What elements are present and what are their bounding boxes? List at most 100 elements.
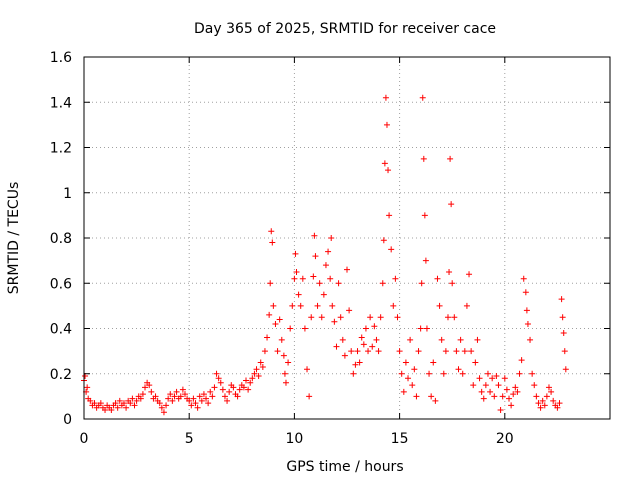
chart-title: Day 365 of 2025, SRMTID for receiver cac… <box>194 21 496 37</box>
data-point <box>127 400 134 407</box>
data-point <box>261 348 268 355</box>
data-point <box>247 379 254 386</box>
data-point <box>329 302 336 309</box>
data-point <box>116 397 123 404</box>
data-point <box>198 397 205 404</box>
data-point <box>380 237 387 244</box>
data-point <box>457 336 464 343</box>
data-point <box>236 386 243 393</box>
data-point <box>360 341 367 348</box>
data-point <box>308 314 315 321</box>
data-point <box>390 302 397 309</box>
x-tick-labels: 0 5 10 15 20 <box>80 431 514 447</box>
data-point <box>392 275 399 282</box>
y-axis-label: SRMTID / TECUs <box>6 182 22 295</box>
data-point <box>430 359 437 366</box>
data-point <box>531 382 538 389</box>
data-point <box>375 348 382 355</box>
y-tick-label: 1.6 <box>50 50 72 66</box>
data-point <box>422 257 429 264</box>
data-point <box>221 393 228 400</box>
data-point <box>139 391 146 398</box>
data-point <box>413 393 420 400</box>
data-point <box>529 370 536 377</box>
data-point <box>114 404 121 411</box>
data-point <box>434 275 441 282</box>
data-point <box>131 402 138 409</box>
data-point <box>409 382 416 389</box>
data-point <box>137 395 144 402</box>
data-point <box>234 393 241 400</box>
data-point <box>341 352 348 359</box>
data-point <box>382 94 389 101</box>
y-tick-label: 0.8 <box>50 231 72 247</box>
data-point <box>318 314 325 321</box>
data-point <box>472 359 479 366</box>
data-point <box>163 402 170 409</box>
data-point <box>417 325 424 332</box>
data-point <box>438 336 445 343</box>
data-point <box>344 266 350 273</box>
data-point <box>560 330 567 337</box>
data-point <box>203 395 210 402</box>
data-point <box>386 212 393 219</box>
data-point <box>442 348 449 355</box>
data-point <box>213 370 220 377</box>
data-point <box>269 239 276 246</box>
data-point <box>84 384 91 391</box>
data-point <box>356 359 363 366</box>
data-point <box>129 395 136 402</box>
data-point <box>165 395 172 402</box>
x-tick-label: 5 <box>185 431 194 447</box>
data-point <box>506 395 513 402</box>
data-point <box>181 391 188 398</box>
data-point <box>281 370 288 377</box>
data-point <box>444 314 451 321</box>
y-tick-label: 0.4 <box>50 322 72 338</box>
data-point <box>331 318 338 325</box>
data-point <box>268 228 275 235</box>
data-point <box>455 366 462 373</box>
data-point <box>487 388 494 395</box>
data-point <box>257 359 264 366</box>
data-point <box>367 314 374 321</box>
y-tick-label: 1.2 <box>50 141 72 157</box>
data-point <box>328 235 335 241</box>
data-point <box>562 366 569 373</box>
data-point <box>249 375 256 382</box>
data-point <box>436 302 443 309</box>
y-tick-label: 0.2 <box>50 367 72 383</box>
data-point <box>522 289 529 296</box>
data-point <box>448 201 455 208</box>
data-point <box>299 275 306 282</box>
data-point <box>219 386 226 393</box>
data-point <box>156 400 163 407</box>
data-point <box>377 314 384 321</box>
x-axis-label: GPS time / hours <box>286 459 403 475</box>
data-point <box>133 397 140 404</box>
grid-lines <box>84 57 610 419</box>
data-point <box>411 366 418 373</box>
data-point <box>543 393 550 400</box>
data-point <box>259 363 266 370</box>
data-point <box>559 314 566 321</box>
data-point <box>270 302 277 309</box>
data-point <box>466 271 473 278</box>
data-point <box>282 379 289 386</box>
data-point <box>373 336 380 343</box>
data-point <box>499 393 506 400</box>
data-point <box>561 348 568 355</box>
data-point <box>266 311 273 318</box>
data-point <box>102 406 109 413</box>
data-point <box>514 388 521 395</box>
data-point <box>160 409 167 416</box>
data-point <box>482 382 489 389</box>
data-point <box>440 370 447 377</box>
data-point <box>379 280 386 287</box>
data-point <box>352 361 359 368</box>
data-point <box>419 94 426 101</box>
data-point <box>339 336 346 343</box>
data-point <box>520 275 527 282</box>
data-point <box>91 400 98 407</box>
data-point <box>459 370 466 377</box>
